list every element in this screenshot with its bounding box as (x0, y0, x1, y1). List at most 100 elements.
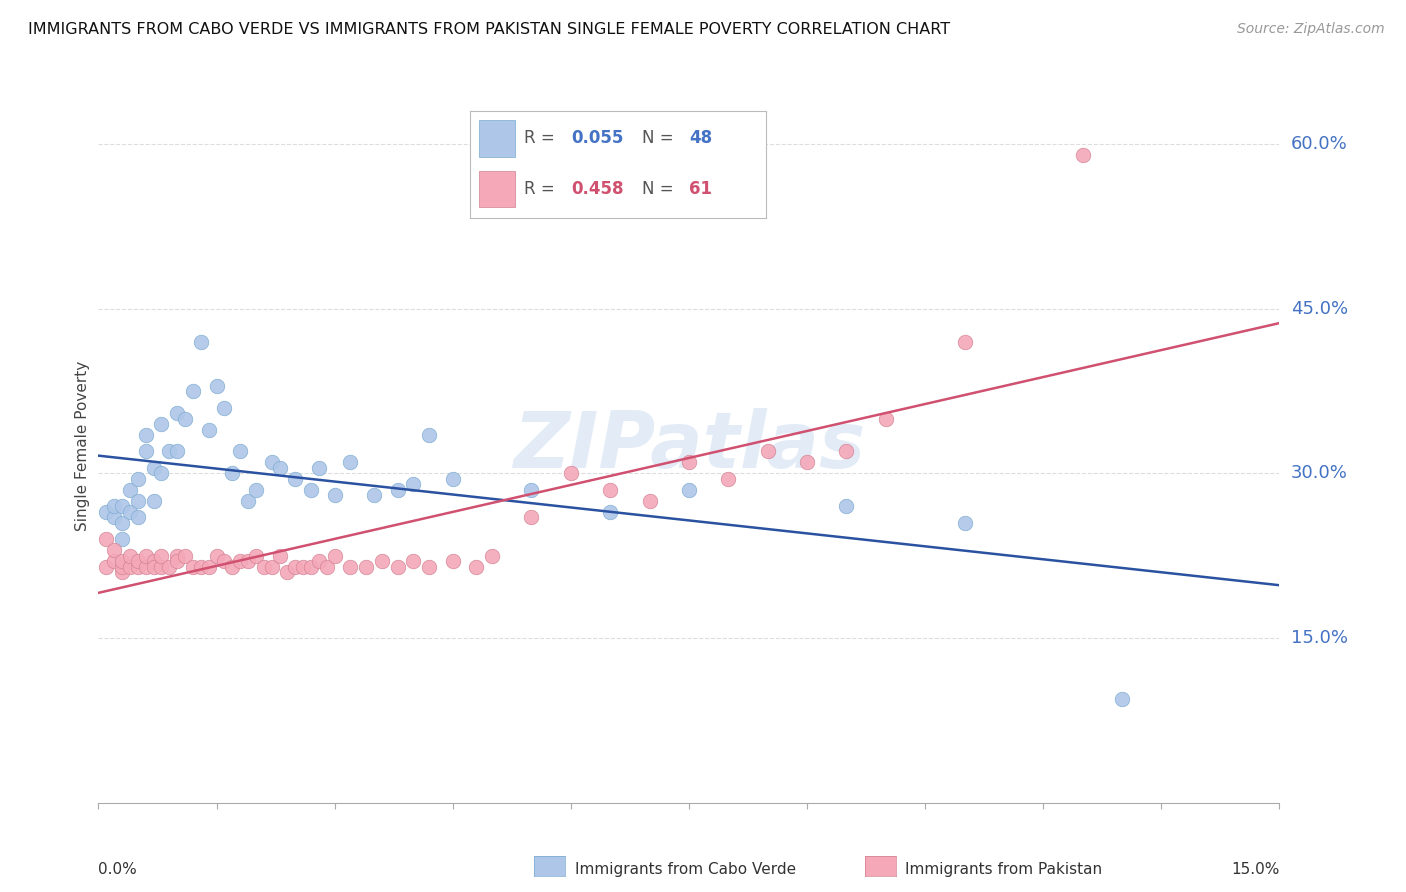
Point (323, 488, 346, 502)
Text: ZIPatlas: ZIPatlas (513, 408, 865, 484)
Point (135, 559, 157, 574)
Point (103, 543, 125, 558)
Point (308, 554, 330, 568)
Point (197, 559, 219, 574)
Point (315, 559, 337, 574)
Point (103, 554, 125, 568)
Point (111, 533, 134, 547)
Point (236, 554, 259, 568)
Point (465, 559, 488, 574)
Point (150, 417, 173, 431)
Point (221, 467, 243, 481)
Point (371, 554, 394, 568)
Text: 0.0%: 0.0% (98, 863, 138, 877)
Point (103, 500, 125, 514)
Point (127, 510, 149, 524)
Point (142, 559, 165, 574)
Point (1071, 148, 1094, 162)
Point (481, 549, 503, 563)
Point (111, 559, 134, 574)
Point (190, 334, 212, 349)
Point (418, 428, 440, 442)
Point (339, 559, 361, 574)
Text: 0.055: 0.055 (571, 129, 623, 147)
Text: Immigrants from Cabo Verde: Immigrants from Cabo Verde (575, 863, 796, 877)
Point (135, 549, 157, 563)
Point (796, 455, 818, 469)
Point (835, 500, 858, 514)
Point (678, 483, 700, 497)
Text: 15.0%: 15.0% (1291, 629, 1347, 647)
Point (127, 494, 149, 508)
Point (717, 472, 740, 486)
Point (402, 477, 425, 491)
Point (174, 411, 197, 425)
Point (174, 549, 197, 563)
Point (118, 483, 141, 497)
Point (269, 549, 291, 563)
Text: 45.0%: 45.0% (1291, 300, 1348, 318)
Bar (479, 120, 515, 157)
Point (599, 505, 621, 519)
Point (339, 455, 361, 469)
Text: IMMIGRANTS FROM CABO VERDE VS IMMIGRANTS FROM PAKISTAN SINGLE FEMALE POVERTY COR: IMMIGRANTS FROM CABO VERDE VS IMMIGRANTS… (28, 22, 950, 37)
Point (292, 559, 315, 574)
Text: 30.0%: 30.0% (1291, 465, 1347, 483)
Point (181, 384, 204, 398)
Point (354, 559, 377, 574)
Text: 60.0%: 60.0% (1291, 135, 1347, 153)
Point (96, 533, 118, 547)
Point (387, 559, 409, 574)
Point (387, 483, 409, 497)
Text: 48: 48 (689, 129, 711, 147)
Point (111, 500, 134, 514)
Point (441, 554, 464, 568)
Point (229, 444, 252, 458)
Point (205, 549, 228, 563)
Point (299, 483, 322, 497)
Point (276, 566, 298, 580)
Point (118, 559, 141, 574)
Point (96, 559, 118, 574)
Point (875, 411, 897, 425)
Text: 15.0%: 15.0% (1232, 863, 1279, 877)
Point (214, 401, 236, 415)
Bar (479, 170, 515, 207)
Point (638, 494, 661, 508)
Point (190, 559, 212, 574)
Point (678, 455, 700, 469)
Point (142, 461, 165, 475)
Point (441, 472, 464, 486)
Point (245, 483, 267, 497)
Point (205, 378, 228, 392)
Point (599, 483, 621, 497)
Point (520, 510, 543, 524)
Point (953, 334, 976, 349)
Point (520, 483, 543, 497)
Point (166, 406, 188, 420)
Point (953, 516, 976, 530)
Point (135, 428, 157, 442)
Text: Source: ZipAtlas.com: Source: ZipAtlas.com (1237, 22, 1385, 37)
Point (150, 559, 173, 574)
Point (157, 444, 180, 458)
Point (111, 554, 134, 568)
Point (236, 494, 259, 508)
Point (135, 444, 157, 458)
Point (260, 455, 283, 469)
Point (96, 505, 118, 519)
Point (756, 444, 779, 458)
Y-axis label: Single Female Poverty: Single Female Poverty (75, 361, 90, 531)
Point (835, 444, 858, 458)
Point (260, 559, 283, 574)
Text: R =: R = (523, 180, 560, 198)
Point (214, 554, 236, 568)
Text: 0.458: 0.458 (571, 180, 623, 198)
Text: N =: N = (641, 129, 679, 147)
Point (269, 461, 291, 475)
Text: N =: N = (641, 180, 679, 198)
Point (166, 549, 188, 563)
Text: 61: 61 (689, 180, 711, 198)
Point (127, 559, 149, 574)
Point (150, 467, 173, 481)
